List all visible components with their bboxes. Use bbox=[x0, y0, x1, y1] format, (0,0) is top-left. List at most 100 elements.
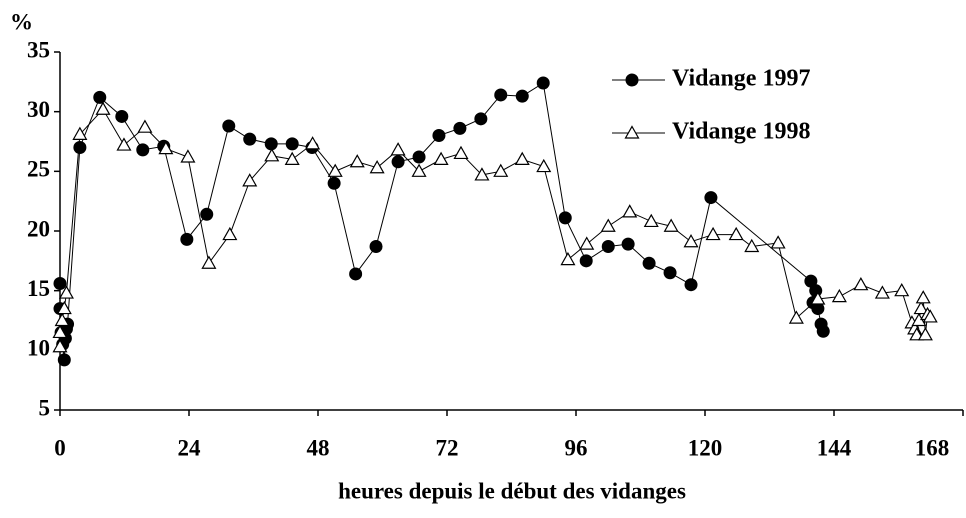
point bbox=[600, 218, 616, 232]
point bbox=[222, 119, 236, 133]
point bbox=[284, 151, 300, 165]
y-tick-label: 20 bbox=[27, 216, 50, 241]
point bbox=[95, 101, 111, 115]
point bbox=[57, 353, 71, 367]
point bbox=[390, 142, 406, 156]
point bbox=[601, 240, 615, 254]
point bbox=[285, 137, 299, 151]
point bbox=[894, 282, 910, 297]
x-tick-label: 48 bbox=[307, 435, 330, 460]
x-tick-label: 72 bbox=[436, 435, 459, 460]
point bbox=[54, 312, 70, 327]
x-tick-label: 168 bbox=[915, 435, 950, 460]
point bbox=[201, 255, 217, 269]
point bbox=[663, 266, 677, 280]
point bbox=[811, 302, 825, 316]
y-tick-label: 35 bbox=[27, 37, 50, 62]
y-axis-label: % bbox=[10, 9, 33, 34]
point bbox=[58, 285, 74, 299]
point bbox=[917, 327, 933, 341]
point bbox=[369, 160, 385, 174]
x-tick-label: 144 bbox=[817, 435, 852, 460]
point bbox=[180, 149, 196, 163]
point bbox=[222, 226, 238, 241]
point bbox=[874, 285, 890, 299]
x-tick-label: 24 bbox=[178, 435, 202, 460]
point bbox=[264, 148, 280, 162]
point bbox=[810, 291, 826, 305]
point bbox=[684, 278, 698, 292]
point bbox=[349, 267, 363, 281]
point bbox=[728, 226, 744, 241]
point bbox=[264, 137, 278, 151]
point bbox=[432, 129, 446, 143]
y-tick-label: 15 bbox=[27, 276, 50, 301]
point bbox=[327, 163, 343, 177]
point bbox=[56, 300, 72, 315]
point bbox=[327, 176, 341, 190]
point bbox=[536, 158, 552, 173]
point bbox=[913, 300, 929, 315]
point bbox=[474, 167, 490, 181]
point bbox=[433, 151, 449, 165]
point bbox=[474, 112, 488, 126]
point bbox=[704, 191, 718, 205]
point bbox=[579, 254, 593, 268]
y-tick-label: 10 bbox=[27, 336, 50, 361]
point bbox=[816, 324, 830, 338]
point bbox=[52, 324, 68, 339]
legend-marker bbox=[625, 73, 639, 87]
point bbox=[453, 145, 469, 160]
point bbox=[411, 163, 427, 177]
point bbox=[72, 126, 88, 140]
point bbox=[642, 256, 656, 270]
legend-marker bbox=[624, 125, 640, 139]
x-axis-label: heures depuis le début des vidanges bbox=[338, 478, 686, 503]
legend-label: Vidange 1998 bbox=[672, 119, 810, 145]
point bbox=[200, 207, 214, 221]
x-tick-label: 96 bbox=[565, 435, 588, 460]
point bbox=[514, 151, 530, 165]
point bbox=[349, 154, 365, 168]
point bbox=[53, 277, 67, 291]
point bbox=[116, 137, 132, 151]
legend-label: Vidange 1997 bbox=[672, 66, 810, 92]
point bbox=[515, 89, 529, 103]
point bbox=[831, 288, 847, 303]
y-tick-label: 30 bbox=[27, 97, 50, 122]
point bbox=[788, 310, 804, 324]
x-tick-label: 0 bbox=[54, 435, 66, 460]
point bbox=[493, 163, 509, 177]
point bbox=[915, 290, 931, 304]
point bbox=[369, 240, 383, 254]
point bbox=[158, 140, 174, 155]
point bbox=[705, 226, 721, 241]
point bbox=[391, 155, 405, 169]
point bbox=[744, 238, 760, 253]
y-tick-label: 25 bbox=[27, 157, 50, 182]
point bbox=[663, 218, 679, 232]
point bbox=[643, 213, 659, 228]
point bbox=[560, 251, 576, 266]
point bbox=[621, 237, 635, 251]
point bbox=[180, 232, 194, 246]
point bbox=[52, 339, 68, 353]
point bbox=[305, 136, 321, 150]
point bbox=[93, 90, 107, 104]
point bbox=[558, 211, 572, 225]
y-tick-label: 5 bbox=[39, 395, 51, 420]
point bbox=[922, 309, 938, 323]
point bbox=[453, 121, 467, 135]
series-line bbox=[59, 108, 931, 347]
point bbox=[73, 140, 87, 154]
point bbox=[412, 150, 426, 164]
point bbox=[136, 143, 150, 157]
point bbox=[770, 235, 786, 249]
point bbox=[853, 276, 869, 291]
x-tick-label: 120 bbox=[688, 435, 723, 460]
point bbox=[243, 132, 257, 146]
point bbox=[683, 234, 699, 248]
point bbox=[579, 236, 595, 250]
point bbox=[115, 109, 129, 123]
point bbox=[622, 204, 638, 218]
